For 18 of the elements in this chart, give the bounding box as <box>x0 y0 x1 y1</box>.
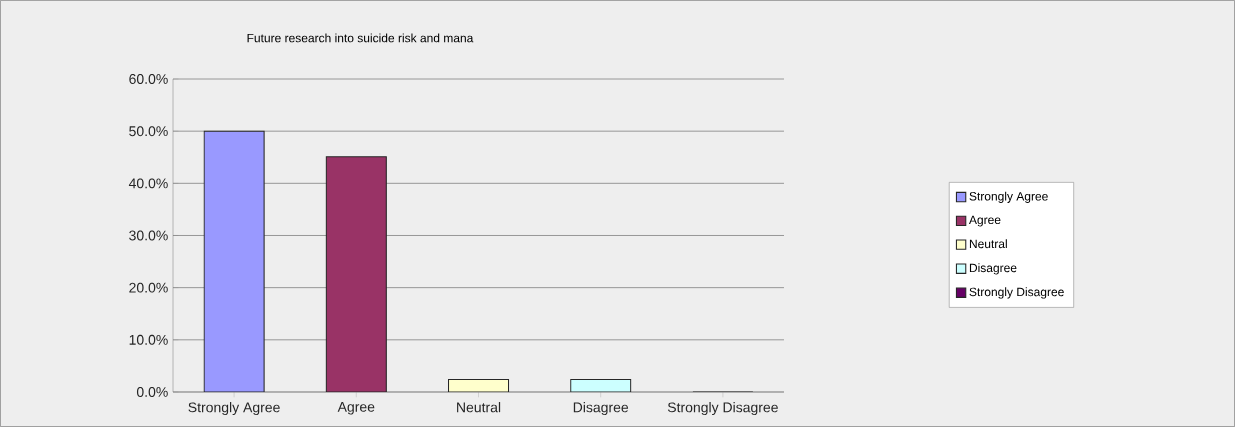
y-tick-label: 10.0% <box>129 334 168 345</box>
y-tick-label: 60.0% <box>129 74 168 84</box>
chart-title: Future research into suicide risk and mana <box>247 33 474 43</box>
y-tick-label: 50.0% <box>129 126 168 137</box>
x-tick-label: Strongly Disagree <box>667 402 778 416</box>
x-tick-label: Disagree <box>573 402 629 416</box>
x-tick-label: Strongly Agree <box>188 402 280 416</box>
y-tick-label: 0.0% <box>136 387 168 397</box>
y-tick-label: 30.0% <box>129 230 168 241</box>
y-tick-label: 40.0% <box>128 178 168 189</box>
legend-label: Neutral <box>969 239 1007 249</box>
legend-label: Strongly Agree <box>969 191 1048 203</box>
y-tick-label: 20.0% <box>129 282 168 293</box>
legend-label: Disagree <box>969 263 1017 275</box>
x-tick-label: Agree <box>337 402 375 415</box>
legend-label: Agree <box>968 215 1001 227</box>
x-tick-label: Neutral <box>457 402 501 413</box>
legend-label: Strongly Disagree <box>969 287 1064 299</box>
